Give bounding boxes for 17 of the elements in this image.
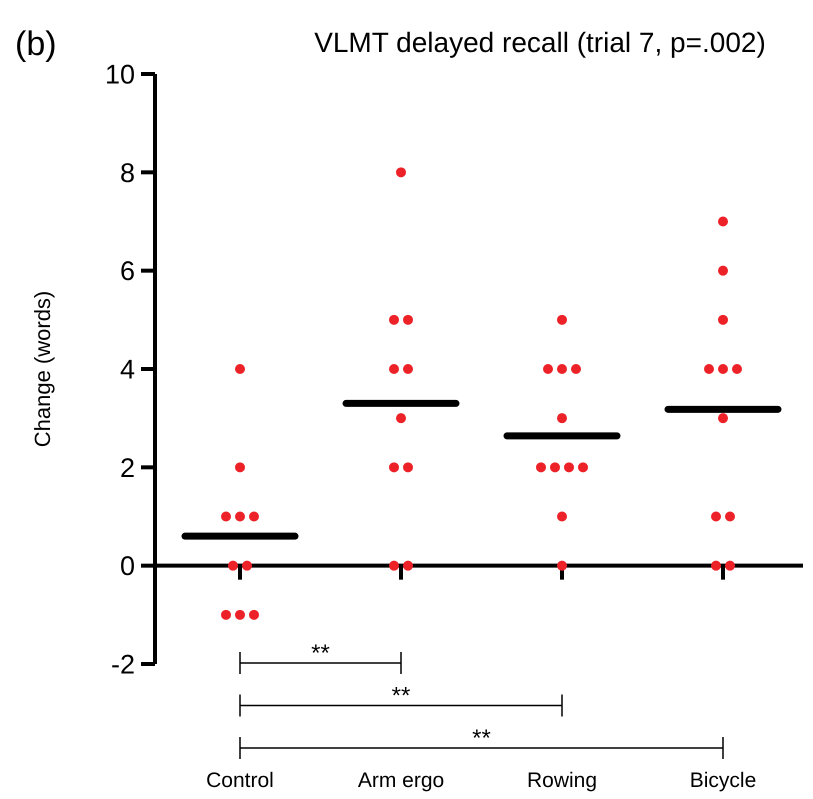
x-tick-label: Rowing (526, 769, 598, 792)
chart-title: VLMT delayed recall (trial 7, p=.002) (314, 27, 766, 58)
x-tick-label: Bicycle (690, 769, 756, 792)
y-tick-label: 2 (120, 452, 135, 483)
annotation: ** (311, 640, 330, 667)
y-tick-label: -2 (110, 649, 135, 680)
y-tick-label: 4 (120, 354, 135, 384)
x-tick-label: Control (206, 769, 274, 792)
x-tick-label: Arm ergo (358, 769, 444, 792)
y-tick-label: 0 (120, 551, 135, 582)
y-tick-label: 6 (120, 256, 135, 286)
y-axis-title: Change (words) (30, 290, 55, 448)
text: (b) (15, 25, 57, 63)
y-tick-label: 8 (120, 158, 135, 188)
text: ** (472, 725, 491, 752)
y-tick-label: 10 (104, 59, 135, 90)
text: ** (392, 682, 410, 710)
